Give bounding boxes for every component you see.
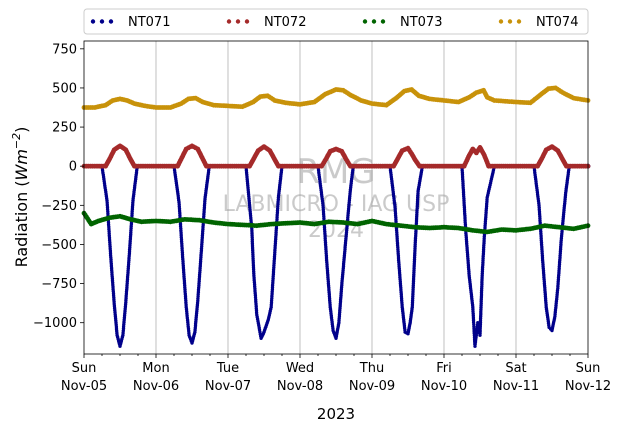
x-tick-weekday: Mon (142, 361, 169, 376)
x-tick-weekday: Tue (216, 361, 239, 376)
x-tick-weekday: Sat (505, 361, 526, 376)
legend-marker (108, 19, 114, 24)
legend-marker (90, 19, 96, 24)
x-tick-weekday: Sun (72, 361, 97, 376)
watermark-line-1: RMG (296, 152, 375, 192)
legend-marker (516, 19, 522, 24)
legend-marker (235, 19, 241, 24)
y-axis-label: Radiation (Wm−2) (10, 127, 31, 268)
y-tick-label: 250 (52, 121, 77, 136)
y-axis-label-prefix: Radiation ( (12, 180, 31, 267)
watermark-line-2: LABMICRO - IAG USP (223, 192, 450, 217)
x-tick-date: Nov-08 (277, 379, 323, 394)
x-tick-weekday: Wed (286, 361, 314, 376)
x-tick-date: Nov-12 (565, 379, 611, 394)
x-tick-date: Nov-06 (133, 379, 179, 394)
x-tick-date: Nov-09 (349, 379, 395, 394)
watermark: RMG LABMICRO - IAG USP 2024 (223, 152, 450, 243)
legend-marker (507, 19, 513, 24)
legend: NT071 NT072 NT073 NT074 (83, 8, 589, 35)
x-tick-date: Nov-07 (205, 379, 251, 394)
legend-marker (371, 19, 377, 24)
legend-marker (498, 19, 504, 24)
series-NT072 (81, 143, 591, 169)
x-tick-weekday: Fri (436, 361, 452, 376)
y-axis-label-suffix: ) (12, 127, 31, 133)
series-points (81, 85, 591, 348)
y-tick-label: 750 (52, 42, 77, 57)
legend-label-NT073: NT073 (400, 15, 442, 30)
legend-label-NT071: NT071 (128, 15, 170, 30)
legend-marker (380, 19, 386, 24)
legend-box (83, 8, 589, 35)
series-NT073 (81, 210, 591, 235)
y-tick-label: 500 (52, 81, 77, 96)
legend-marker (362, 19, 368, 24)
series-NT071 (82, 163, 591, 348)
y-tick-label: −250 (41, 199, 77, 214)
y-tick-label: −1000 (33, 316, 77, 331)
x-tick-date: Nov-05 (61, 379, 107, 394)
x-tick-weekday: Thu (359, 361, 384, 376)
legend-marker (244, 19, 250, 24)
x-axis: Sun Nov-05 Mon Nov-06 Tue Nov-07 Wed Nov-08 Thu N… (61, 354, 611, 394)
x-tick-weekday: Sun (576, 361, 601, 376)
x-tick-date: Nov-10 (421, 379, 467, 394)
y-tick-label: −500 (41, 238, 77, 253)
y-tick-label: −750 (41, 277, 77, 292)
legend-label-NT074: NT074 (536, 15, 578, 30)
series-NT074 (81, 85, 591, 110)
x-tick-date: Nov-11 (493, 379, 539, 394)
legend-label-NT072: NT072 (264, 15, 306, 30)
y-axis-label-unit: Wm (12, 149, 31, 180)
y-axis-label-exponent: −2 (10, 133, 23, 149)
x-axis-label: 2023 (317, 405, 355, 423)
legend-marker (226, 19, 232, 24)
legend-marker (99, 19, 105, 24)
y-tick-label: 0 (69, 160, 77, 175)
y-axis: 750 500 250 0 −250 −500 −750 −1000 (33, 42, 84, 331)
grid (155, 41, 517, 354)
